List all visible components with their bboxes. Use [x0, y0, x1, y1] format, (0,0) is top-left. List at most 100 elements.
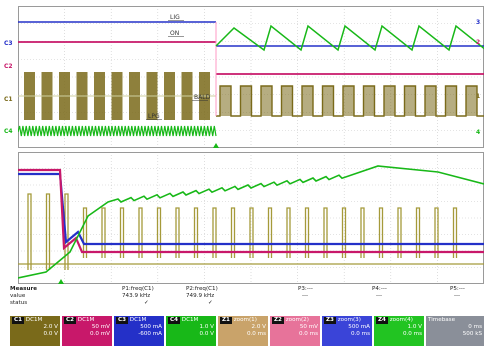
trigger-marker: [213, 143, 219, 148]
ch3-trace: [18, 21, 484, 47]
right-channel-marker: 2: [476, 39, 480, 46]
zoom1-scale: 2.0 V: [251, 324, 266, 330]
measure-col-3-name[interactable]: P3:---: [298, 286, 313, 292]
ch1-pulse-fill: [466, 86, 477, 116]
trace-label: LIG: [170, 14, 180, 21]
measurement-header-row: Measure P1:freq(C1) P2:freq(C1) P3:--- P…: [10, 286, 484, 293]
right-channel-marker: 4: [476, 129, 480, 136]
zoom1-descriptor[interactable]: Z1 zoom(1) 2.0 V 0.0 ms: [218, 316, 268, 346]
ch3-descriptor[interactable]: C3 DC1M 500 mA -600 mA: [114, 316, 164, 346]
ch4-offset-marker[interactable]: C4: [4, 128, 13, 135]
measure-col-2-value: 749.9 kHz: [186, 293, 215, 299]
trace-label: ON: [170, 30, 179, 37]
zoom-ch1-trace: [18, 193, 484, 270]
ch4-offset: 0.0 V: [199, 331, 214, 337]
zoom2-source: zoom(2): [285, 317, 309, 323]
ch1-pulse-fill: [220, 86, 231, 116]
zoom4-tag: Z4: [376, 317, 388, 324]
zoom3-source: zoom(3): [337, 317, 361, 323]
zoom2-offset: 0.0 ms: [298, 331, 318, 337]
measure-col-4-name[interactable]: P4:---: [372, 286, 387, 292]
measure-col-5-name[interactable]: P5:---: [450, 286, 465, 292]
ch1-pulse-fill: [302, 86, 313, 116]
zoom1-offset: 0.0 ms: [246, 331, 266, 337]
zoom3-tag: Z3: [324, 317, 336, 324]
timebase-samples: 500 kS: [462, 331, 482, 337]
measure-col-2-status: ✓: [208, 300, 213, 306]
ch3-coupling: DC1M: [129, 317, 147, 323]
ch4-descriptor[interactable]: C4 DC1M 1.0 V 0.0 V: [166, 316, 216, 346]
zoom-ch4-trace: [18, 165, 484, 279]
ch1-coupling: DC1M: [25, 317, 43, 323]
ch1-tag: C1: [12, 317, 24, 324]
measure-col-5-value: ---: [454, 293, 461, 299]
value-row-label: value: [10, 293, 26, 299]
ch1-offset: 0.0 V: [43, 331, 58, 337]
bottom-frame: [18, 152, 484, 284]
timebase-label: Timebase: [428, 317, 456, 323]
ch3-scale: 500 mA: [140, 324, 162, 330]
ch4-trace-after: [215, 24, 484, 52]
ch1-offset-marker[interactable]: C1: [4, 96, 13, 103]
timebase-delay: 0 ms: [468, 324, 482, 330]
zoom-waveform-pane[interactable]: [18, 152, 484, 284]
ch4-coupling: DC1M: [181, 317, 199, 323]
trace-label: BALD: [194, 94, 211, 101]
measurement-table: Measure P1:freq(C1) P2:freq(C1) P3:--- P…: [10, 286, 484, 314]
zoom3-descriptor[interactable]: Z3 zoom(3) 500 mA 0.0 ms: [322, 316, 372, 346]
zoom-trigger-marker: [58, 279, 64, 284]
ch2-descriptor[interactable]: C2 DC1M 50 mV 0.0 mV: [62, 316, 112, 346]
measure-col-1-value: 743.9 kHz: [122, 293, 151, 299]
zoom3-offset: 0.0 ms: [350, 331, 370, 337]
zoom-ch3-trace: [18, 172, 484, 246]
ch2-coupling: DC1M: [77, 317, 95, 323]
ch1-descriptor[interactable]: C1 DC1M 2.0 V 0.0 V: [10, 316, 60, 346]
ch4-tag: C4: [168, 317, 180, 324]
ch1-pulse-fill: [281, 86, 293, 116]
ch1-pulse-fill: [343, 86, 354, 116]
zoom4-descriptor[interactable]: Z4 zoom(4) 1.0 V 0.0 ms: [374, 316, 424, 346]
zoom-ch2-trace: [18, 168, 484, 254]
ch1-pulse-fill: [261, 86, 272, 116]
measure-col-1-name[interactable]: P1:freq(C1): [122, 286, 154, 292]
ch1-scale: 2.0 V: [43, 324, 58, 330]
measure-col-3-value: ---: [302, 293, 309, 299]
ch1-pulse-fill: [322, 86, 334, 116]
ch1-pulse-fill: [445, 86, 457, 116]
ch3-tag: C3: [116, 317, 128, 324]
measure-col-4-value: ---: [376, 293, 383, 299]
ch1-pulse-fill: [404, 86, 416, 116]
zoom1-tag: Z1: [220, 317, 232, 324]
ch2-tag: C2: [64, 317, 76, 324]
timebase-descriptor[interactable]: Timebase 0 ms 500 kS: [426, 316, 484, 346]
ch3-offset: -600 mA: [138, 331, 162, 337]
zoom4-scale: 1.0 V: [407, 324, 422, 330]
top-frame: [18, 6, 484, 148]
status-row-label: status: [10, 300, 28, 306]
zoom1-source: zoom(1): [233, 317, 257, 323]
ch3-offset-marker[interactable]: C3: [4, 40, 13, 47]
ch1-pulse-fill: [363, 86, 375, 116]
zoom2-descriptor[interactable]: Z2 zoom(2) 50 mV 0.0 ms: [270, 316, 320, 346]
ch1-pulse-fill: [240, 86, 252, 116]
channel-descriptor-bar: C1 DC1M 2.0 V 0.0 V C2 DC1M 50 mV 0.0 mV…: [10, 316, 484, 346]
measure-col-1-status: ✓: [144, 300, 149, 306]
zoom4-source: zoom(4): [389, 317, 413, 323]
ch2-offset-marker[interactable]: C2: [4, 63, 13, 70]
zoom2-scale: 50 mV: [299, 324, 318, 330]
ch4-scale: 1.0 V: [199, 324, 214, 330]
ch2-scale: 50 mV: [91, 324, 110, 330]
top-waveform-pane[interactable]: LIG ON BALD LPG 3 2 1 4: [18, 6, 484, 148]
zoom-waveform-plot: [18, 152, 484, 284]
zoom4-offset: 0.0 ms: [402, 331, 422, 337]
measurement-status-row: status ✓ ✓: [10, 300, 484, 307]
right-channel-marker: 1: [476, 93, 480, 100]
ch1-pulse-fill: [384, 86, 395, 116]
measure-header: Measure: [10, 286, 37, 292]
measure-col-2-name[interactable]: P2:freq(C1): [186, 286, 218, 292]
ch4-trace-before: [18, 125, 217, 137]
ch2-trace: [18, 41, 484, 75]
top-waveform-plot: LIG ON BALD LPG 3 2 1 4: [18, 6, 484, 148]
zoom3-scale: 500 mA: [348, 324, 370, 330]
trace-label: LPG: [148, 113, 160, 120]
